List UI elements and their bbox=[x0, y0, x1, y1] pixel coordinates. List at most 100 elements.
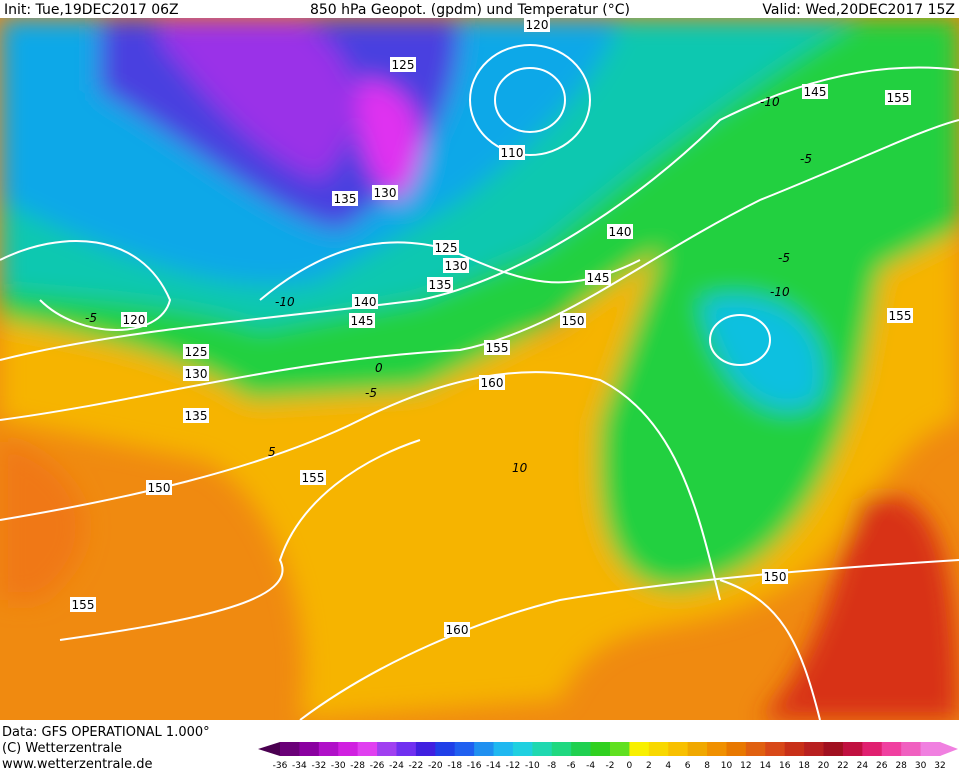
colorbar-cell bbox=[668, 742, 689, 756]
colorbar-label: 24 bbox=[857, 761, 869, 770]
colorbar-cell bbox=[881, 742, 902, 756]
colorbar-cell bbox=[823, 742, 844, 756]
temperature-label: -5 bbox=[85, 311, 97, 325]
colorbar-label: 4 bbox=[665, 761, 671, 770]
colorbar-cell bbox=[784, 742, 805, 756]
contour-label: 155 bbox=[302, 471, 325, 485]
contour-label: 155 bbox=[887, 91, 910, 105]
colorbar-label: -14 bbox=[486, 761, 501, 770]
colorbar-label: -26 bbox=[370, 761, 385, 770]
map-title: 850 hPa Geopot. (gpdm) und Temperatur (°… bbox=[310, 2, 630, 18]
contour-label: 130 bbox=[185, 367, 208, 381]
contour-label-bg bbox=[390, 57, 416, 72]
data-source: Data: GFS OPERATIONAL 1.000° bbox=[2, 725, 210, 740]
map bbox=[0, 18, 959, 720]
colorbar-label: -22 bbox=[409, 761, 424, 770]
colorbar-cell bbox=[745, 742, 766, 756]
contour-label-bg bbox=[762, 569, 788, 584]
colorbar-cell bbox=[571, 742, 592, 756]
contour-label-bg bbox=[121, 312, 147, 327]
colorbar-label: 2 bbox=[646, 761, 652, 770]
valid-label: Valid: Wed,20DEC2017 15Z bbox=[762, 2, 955, 18]
colorbar-cell bbox=[377, 742, 397, 756]
contour-label-bg bbox=[499, 145, 525, 160]
contour-label-bg bbox=[300, 470, 326, 485]
contour-label: 135 bbox=[185, 409, 208, 423]
colorbar-label: -32 bbox=[311, 761, 326, 770]
colorbar-cell bbox=[707, 742, 727, 756]
colorbar-label: -28 bbox=[350, 761, 365, 770]
colorbar-cell bbox=[629, 742, 650, 756]
contour-label-bg bbox=[887, 308, 913, 323]
contour-label-bg bbox=[70, 597, 96, 612]
colorbar-label: -36 bbox=[273, 761, 288, 770]
colorbar-cell bbox=[687, 742, 708, 756]
contour-label-bg bbox=[443, 258, 469, 273]
colorbar-cell bbox=[357, 742, 378, 756]
colorbar-cell bbox=[493, 742, 514, 756]
contour-label-bg bbox=[802, 84, 828, 99]
contour-label-bg bbox=[183, 408, 209, 423]
colorbar-label: 32 bbox=[934, 761, 945, 770]
contour-label: 130 bbox=[445, 259, 468, 273]
temperature-label: -10 bbox=[770, 285, 790, 299]
colorbar-cell bbox=[590, 742, 611, 756]
colorbar-cell bbox=[862, 742, 883, 756]
contour-label: 155 bbox=[889, 309, 912, 323]
contour-label: 135 bbox=[429, 278, 452, 292]
colorbar-cell bbox=[474, 742, 495, 756]
contour-label: 155 bbox=[72, 598, 95, 612]
contour-label: 125 bbox=[392, 58, 415, 72]
colorbar-label: -6 bbox=[567, 761, 576, 770]
colorbar-label: 18 bbox=[798, 761, 810, 770]
contour-label-bg bbox=[585, 270, 611, 285]
colorbar-label: -30 bbox=[331, 761, 346, 770]
colorbar-cell bbox=[610, 742, 630, 756]
contour-label: 110 bbox=[501, 146, 524, 160]
contour-label: 135 bbox=[334, 192, 357, 206]
colorbar-cell bbox=[648, 742, 669, 756]
colorbar-label: 10 bbox=[721, 761, 733, 770]
contour-label-bg bbox=[183, 344, 209, 359]
contour-label-bg bbox=[352, 294, 378, 309]
contour-label-bg bbox=[433, 240, 459, 255]
contour-label-bg bbox=[427, 277, 453, 292]
colorbar-cell bbox=[415, 742, 436, 756]
temperature-label: 0 bbox=[375, 361, 383, 375]
colorbar-label: 16 bbox=[779, 761, 791, 770]
colorbar-cell bbox=[396, 742, 417, 756]
colorbar-cell bbox=[532, 742, 553, 756]
contour-label: 155 bbox=[486, 341, 509, 355]
colorbar-cell bbox=[435, 742, 456, 756]
colorbar-label: -4 bbox=[586, 761, 595, 770]
contour-label-bg bbox=[146, 480, 172, 495]
colorbar-cell bbox=[280, 742, 300, 756]
colorbar-cell bbox=[299, 742, 320, 756]
colorbar-label: 0 bbox=[627, 761, 633, 770]
copyright: (C) Wetterzentrale bbox=[2, 741, 122, 756]
temperature-label: -10 bbox=[275, 295, 295, 309]
contour-label: 145 bbox=[587, 271, 610, 285]
contour-label-bg bbox=[183, 366, 209, 381]
colorbar-label: -34 bbox=[292, 761, 307, 770]
colorbar-cell bbox=[765, 742, 786, 756]
colorbar-cell bbox=[551, 742, 572, 756]
colorbar-cell bbox=[726, 742, 747, 756]
colorbar-label: 12 bbox=[740, 761, 751, 770]
contour-label: 140 bbox=[609, 225, 632, 239]
temperature-label: -5 bbox=[778, 251, 790, 265]
contour-label: 125 bbox=[435, 241, 458, 255]
colorbar-label: -12 bbox=[506, 761, 521, 770]
contour-label-bg bbox=[524, 17, 550, 32]
colorbar-cell bbox=[454, 742, 475, 756]
colorbar-label: -16 bbox=[467, 761, 482, 770]
colorbar-cell bbox=[901, 742, 922, 756]
contour-label-bg bbox=[372, 185, 398, 200]
colorbar-label: -20 bbox=[428, 761, 443, 770]
contour-label: 130 bbox=[374, 186, 397, 200]
colorbar-cell bbox=[920, 742, 941, 756]
temperature-label: 10 bbox=[512, 461, 528, 475]
url: www.wetterzentrale.de bbox=[2, 757, 152, 770]
